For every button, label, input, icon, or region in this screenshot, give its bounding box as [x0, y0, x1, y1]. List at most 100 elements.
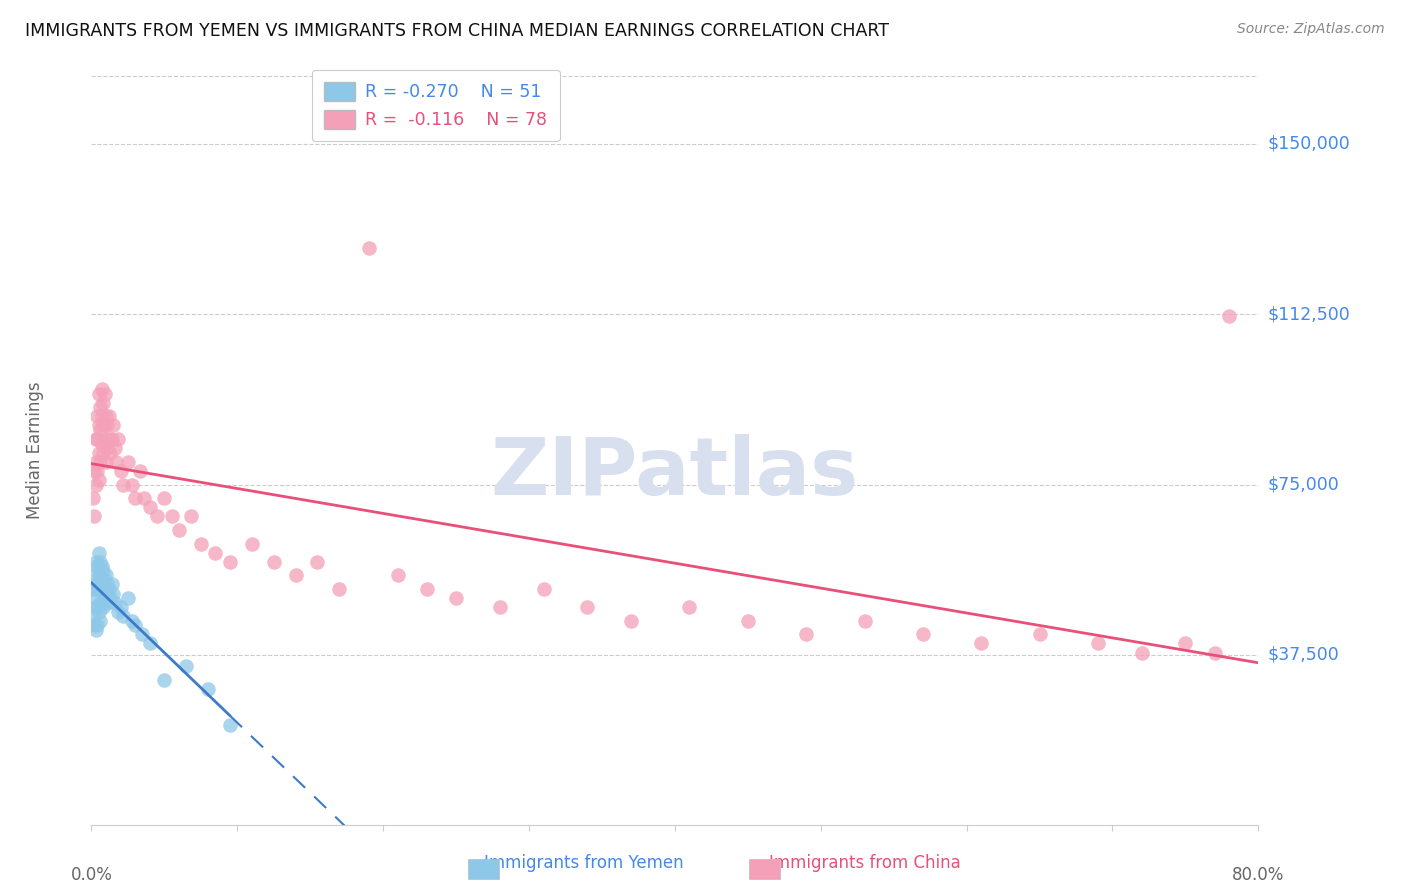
Point: [94, 432, 117, 446]
Point: [97, 409, 120, 424]
Point: [124, 491, 146, 505]
Point: [204, 546, 226, 560]
Point: [87, 386, 110, 401]
Point: [112, 609, 135, 624]
Point: [110, 464, 132, 478]
Point: [387, 568, 409, 582]
Point: [138, 500, 162, 515]
Point: [90, 436, 112, 450]
Point: [576, 600, 599, 615]
Point: [83, 618, 105, 632]
Point: [93, 591, 115, 605]
Point: [94, 455, 117, 469]
Point: [101, 432, 124, 446]
Point: [98, 446, 121, 460]
Point: [84, 477, 107, 491]
Point: [87, 605, 110, 619]
Point: [90, 596, 112, 610]
Point: [357, 241, 380, 255]
Point: [794, 627, 817, 641]
Point: [89, 614, 111, 628]
Point: [911, 627, 934, 641]
Point: [96, 577, 118, 591]
Point: [219, 718, 242, 732]
Point: [121, 477, 143, 491]
Point: [91, 446, 114, 460]
Point: [87, 473, 110, 487]
Point: [1087, 636, 1109, 650]
Point: [91, 396, 114, 410]
Point: [124, 618, 146, 632]
Text: 0.0%: 0.0%: [70, 866, 112, 884]
Point: [83, 509, 105, 524]
Point: [107, 605, 129, 619]
Point: [131, 627, 153, 641]
Point: [489, 600, 512, 615]
Point: [444, 591, 467, 605]
Point: [737, 614, 759, 628]
Point: [89, 455, 111, 469]
Point: [91, 418, 114, 433]
Point: [970, 636, 993, 650]
Point: [132, 491, 155, 505]
Point: [104, 596, 127, 610]
Point: [86, 582, 108, 596]
Point: [84, 432, 107, 446]
Point: [89, 596, 111, 610]
Point: [93, 418, 115, 433]
Text: $112,500: $112,500: [1267, 305, 1350, 323]
Point: [83, 591, 105, 605]
Point: [121, 614, 143, 628]
Point: [416, 582, 439, 596]
Point: [87, 568, 110, 582]
Point: [89, 401, 111, 415]
Point: [153, 491, 176, 505]
Point: [84, 555, 107, 569]
Point: [94, 568, 117, 582]
Text: IMMIGRANTS FROM YEMEN VS IMMIGRANTS FROM CHINA MEDIAN EARNINGS CORRELATION CHART: IMMIGRANTS FROM YEMEN VS IMMIGRANTS FROM…: [25, 22, 890, 40]
Point: [84, 600, 107, 615]
Point: [853, 614, 876, 628]
Point: [107, 432, 129, 446]
Legend: R = -0.270    N = 51, R =  -0.116    N = 78: R = -0.270 N = 51, R = -0.116 N = 78: [312, 70, 560, 141]
Point: [117, 455, 139, 469]
Point: [87, 546, 110, 560]
Point: [86, 600, 108, 615]
Point: [87, 446, 110, 460]
Point: [678, 600, 700, 615]
Text: Source: ZipAtlas.com: Source: ZipAtlas.com: [1237, 22, 1385, 37]
Point: [105, 455, 128, 469]
Text: Immigrants from China: Immigrants from China: [769, 855, 960, 872]
Point: [98, 591, 121, 605]
Point: [110, 600, 132, 615]
Text: 80.0%: 80.0%: [1232, 866, 1285, 884]
Point: [1028, 627, 1050, 641]
Point: [128, 464, 150, 478]
Text: $75,000: $75,000: [1267, 475, 1339, 493]
Point: [117, 591, 139, 605]
Point: [82, 609, 104, 624]
Point: [112, 477, 135, 491]
Text: ZIPatlas: ZIPatlas: [491, 434, 859, 512]
Point: [86, 618, 108, 632]
Point: [93, 573, 115, 587]
Point: [307, 555, 329, 569]
Point: [160, 509, 183, 524]
Point: [83, 464, 105, 478]
Point: [84, 455, 107, 469]
Point: [1204, 646, 1226, 660]
Point: [1218, 310, 1240, 324]
Point: [90, 577, 112, 591]
Point: [82, 491, 104, 505]
Point: [89, 582, 111, 596]
Point: [87, 418, 110, 433]
Point: [90, 409, 112, 424]
Point: [83, 568, 105, 582]
Point: [97, 582, 120, 596]
Point: [86, 559, 108, 574]
Point: [89, 555, 111, 569]
Point: [82, 582, 104, 596]
Point: [174, 659, 197, 673]
Point: [167, 523, 190, 537]
Point: [84, 623, 107, 637]
